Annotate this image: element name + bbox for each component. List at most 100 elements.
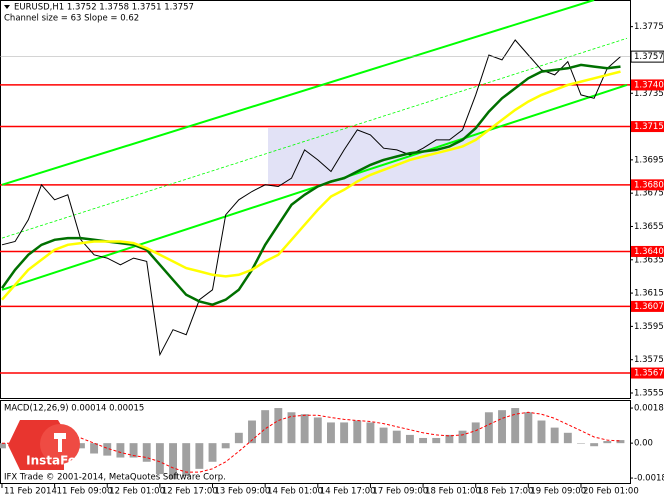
- price-line: [1, 39, 621, 357]
- macd-bar: [432, 437, 441, 444]
- macd-bar: [76, 443, 85, 449]
- logo-text: InstaForex: [26, 454, 98, 468]
- x-tick-label: 18 Feb 01:00: [425, 487, 481, 497]
- y-tick-label: 1.3595: [634, 322, 664, 332]
- macd-bar: [392, 430, 401, 444]
- x-tick-label: 20 Feb 01:00: [583, 487, 639, 497]
- channel-line: [1, 0, 595, 186]
- macd-bar: [90, 443, 99, 454]
- level-label: 1.3740: [634, 80, 664, 90]
- macd-title: MACD(12,26,9) 0.00014 0.00015: [4, 404, 144, 414]
- level-label-box: [631, 367, 664, 379]
- level-label-box: [631, 179, 664, 191]
- macd-bar: [379, 427, 388, 444]
- x-tick-label: 19 Feb 09:00: [530, 487, 586, 497]
- chart-title: EURUSD,H1 1.3752 1.3758 1.3751 1.3757: [14, 3, 194, 13]
- macd-bar: [261, 410, 270, 444]
- macd-bar: [129, 443, 138, 458]
- y-tick-label: -0.00182: [634, 474, 664, 484]
- x-tick-label: 12 Feb 17:00: [162, 487, 218, 497]
- macd-bar: [155, 443, 164, 475]
- level-label: 1.3715: [634, 122, 664, 132]
- macd-bar: [353, 420, 362, 444]
- macd-bar: [300, 414, 309, 444]
- current-price-label: 1.3757: [634, 52, 664, 62]
- symbol-arrow: [4, 5, 10, 9]
- macd-bar: [405, 434, 414, 444]
- signal-line: [2, 411, 621, 473]
- y-tick-label: 1.3615: [634, 289, 664, 299]
- footer: IFX Trade © 2001-2014, MetaQuotes Softwa…: [4, 473, 226, 483]
- macd-bar: [590, 443, 599, 447]
- y-tick-label: 0.00: [634, 439, 653, 449]
- level-label-box: [631, 300, 664, 312]
- macd-bar: [327, 422, 335, 444]
- macd-frame: [0, 400, 631, 484]
- macd-bar: [116, 443, 125, 458]
- level-label: 1.3640: [634, 247, 664, 257]
- macd-bar: [419, 437, 428, 444]
- chart-subtitle: Channel size = 63 Slope = 0.62: [4, 14, 139, 24]
- y-tick-label: 1.3555: [634, 389, 664, 399]
- macd-bar: [221, 443, 230, 449]
- macd-bar: [248, 420, 256, 444]
- macd-bar: [524, 412, 533, 444]
- y-tick-label: 1.3675: [634, 189, 664, 199]
- level-label-box: [631, 245, 664, 257]
- y-tick-label: 1.3575: [634, 355, 664, 365]
- macd-bar: [287, 412, 296, 444]
- x-tick-label: 11 Feb 2014: [4, 487, 57, 497]
- macd-bar: [234, 432, 243, 444]
- logo: InstaForex: [8, 420, 98, 470]
- x-tick-label: 13 Feb 09:00: [215, 487, 271, 497]
- x-tick-label: 18 Feb 17:00: [478, 487, 534, 497]
- x-tick-label: 14 Feb 17:00: [320, 487, 376, 497]
- level-label: 1.3680: [634, 180, 664, 190]
- macd-bar: [563, 432, 572, 444]
- macd-bar: [340, 422, 349, 444]
- macd-bar: [274, 408, 283, 444]
- macd-bar: [0, 443, 6, 449]
- consolidation-zone: [268, 128, 480, 184]
- macd-bar: [577, 443, 585, 444]
- level-label: 1.3567: [634, 369, 664, 379]
- macd-bar: [484, 412, 493, 444]
- macd-bar: [195, 443, 204, 469]
- channel-line: [1, 37, 628, 239]
- x-tick-label: 11 Feb 09:00: [57, 487, 113, 497]
- macd-bar: [208, 443, 217, 462]
- level-label-box: [631, 79, 664, 91]
- macd-bar: [103, 443, 112, 456]
- price-line: [1, 70, 621, 301]
- macd-bar: [511, 408, 520, 444]
- x-tick-label: 17 Feb 09:00: [372, 487, 428, 497]
- x-tick-label: 14 Feb 01:00: [267, 487, 323, 497]
- level-label-box: [631, 121, 664, 133]
- y-tick-label: 1.3775: [634, 22, 664, 32]
- macd-bar: [550, 427, 559, 444]
- macd-bar: [498, 410, 506, 444]
- level-label: 1.3607: [634, 302, 664, 312]
- y-tick-label: 1.3695: [634, 155, 664, 165]
- macd-bar: [142, 443, 151, 462]
- macd-bar: [169, 443, 177, 480]
- macd-bar: [458, 430, 467, 444]
- current-price-box: [630, 50, 664, 63]
- macd-bar: [471, 422, 480, 444]
- macd-bar: [182, 443, 191, 477]
- x-tick-label: 12 Feb 01:00: [109, 487, 165, 497]
- macd-bar: [445, 434, 454, 444]
- macd-bar: [603, 441, 612, 444]
- macd-bar: [366, 422, 375, 444]
- y-tick-label: 1.3635: [634, 255, 664, 265]
- y-tick-label: 1.3655: [634, 222, 664, 232]
- macd-bar: [616, 440, 625, 444]
- macd-bar: [313, 417, 322, 444]
- main-frame: [0, 0, 631, 399]
- macd-bar: [537, 420, 546, 444]
- y-tick-label: 0.00183: [634, 404, 664, 414]
- y-tick-label: 1.3735: [634, 89, 664, 99]
- logo-icon: [54, 433, 66, 452]
